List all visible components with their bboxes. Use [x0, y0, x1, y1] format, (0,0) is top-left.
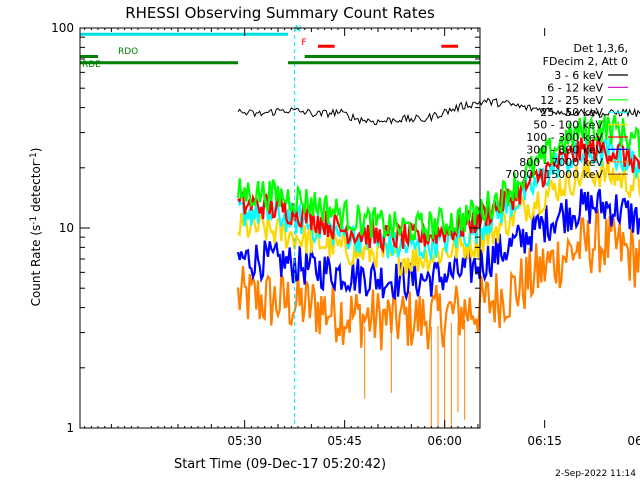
legend-label: 25 - 50 keV — [540, 106, 603, 119]
legend-label: 300 - 800 keV — [526, 143, 603, 156]
legend-item: 7000 - 15000 keV — [505, 168, 628, 181]
y-axis-label-sup: -1 — [29, 216, 39, 225]
legend-item: 25 - 50 keV — [540, 106, 628, 119]
y-tick-label: 100 — [51, 21, 74, 35]
x-axis-label: Start Time (09-Dec-17 05:20:42) — [174, 457, 386, 472]
chart-title: RHESSI Observing Summary Count Rates — [125, 4, 435, 22]
x-tick-label: 05:45 — [327, 434, 362, 448]
flag-label-rde: RDE — [82, 60, 101, 70]
series-line — [236, 114, 640, 242]
legend-label: 800 - 7000 keV — [519, 156, 603, 169]
y-axis-label: Count Rate (s-1 detector-1) — [29, 148, 43, 307]
legend-label: 7000 - 15000 keV — [505, 168, 603, 181]
legend-label: 12 - 25 keV — [540, 94, 603, 107]
timestamp: 2-Sep-2022 11:14 — [555, 469, 636, 479]
legend-label: 50 - 100 keV — [533, 119, 603, 132]
legend-label: 100 - 300 keV — [526, 131, 603, 144]
legend-item: 3 - 6 keV — [554, 69, 628, 82]
x-tick-label: 05:30 — [227, 434, 262, 448]
flag-label-f: F — [301, 38, 306, 48]
legend-header-line-1: Det 1,3,6, — [573, 42, 628, 55]
series-800-7000-kev — [236, 207, 640, 428]
series-line — [236, 188, 640, 302]
legend-label: 6 - 12 keV — [547, 81, 603, 94]
x-tick-label: 06:15 — [527, 434, 562, 448]
series-line — [237, 97, 640, 125]
legend-item: 50 - 100 keV — [533, 119, 628, 132]
legend-item: 100 - 300 keV — [526, 131, 628, 144]
legend-label: 3 - 6 keV — [554, 69, 603, 82]
series-12-25-kev — [236, 114, 640, 242]
flag-label-rdo: RDO — [118, 47, 138, 57]
series-line — [236, 207, 640, 351]
legend-header-line-2: FDecim 2, Att 0 — [543, 55, 628, 68]
y-tick-label: 1 — [66, 421, 74, 435]
legend-item: 800 - 7000 keV — [519, 156, 628, 169]
x-tick-label: 06:00 — [427, 434, 462, 448]
series-50-100-kev — [237, 159, 640, 277]
y-axis-label-end: ) — [29, 148, 43, 153]
legend-item: 12 - 25 keV — [540, 94, 628, 107]
axes: 05:3005:4506:0006:1506:3006:4507:0011010… — [51, 21, 640, 448]
y-tick-label: 10 — [59, 221, 74, 235]
series-line — [237, 159, 640, 277]
y-axis-label-main: Count Rate (s — [29, 225, 43, 307]
series-300-800-kev — [236, 188, 640, 302]
y-axis-label-tail: detector — [29, 161, 43, 216]
series-3-6-kev — [237, 97, 640, 125]
legend-item: 300 - 800 keV — [526, 143, 628, 156]
y-axis-label-sup-2: -1 — [29, 152, 39, 161]
x-tick-label: 06:30 — [627, 434, 640, 448]
legend-item: 6 - 12 keV — [547, 81, 628, 94]
